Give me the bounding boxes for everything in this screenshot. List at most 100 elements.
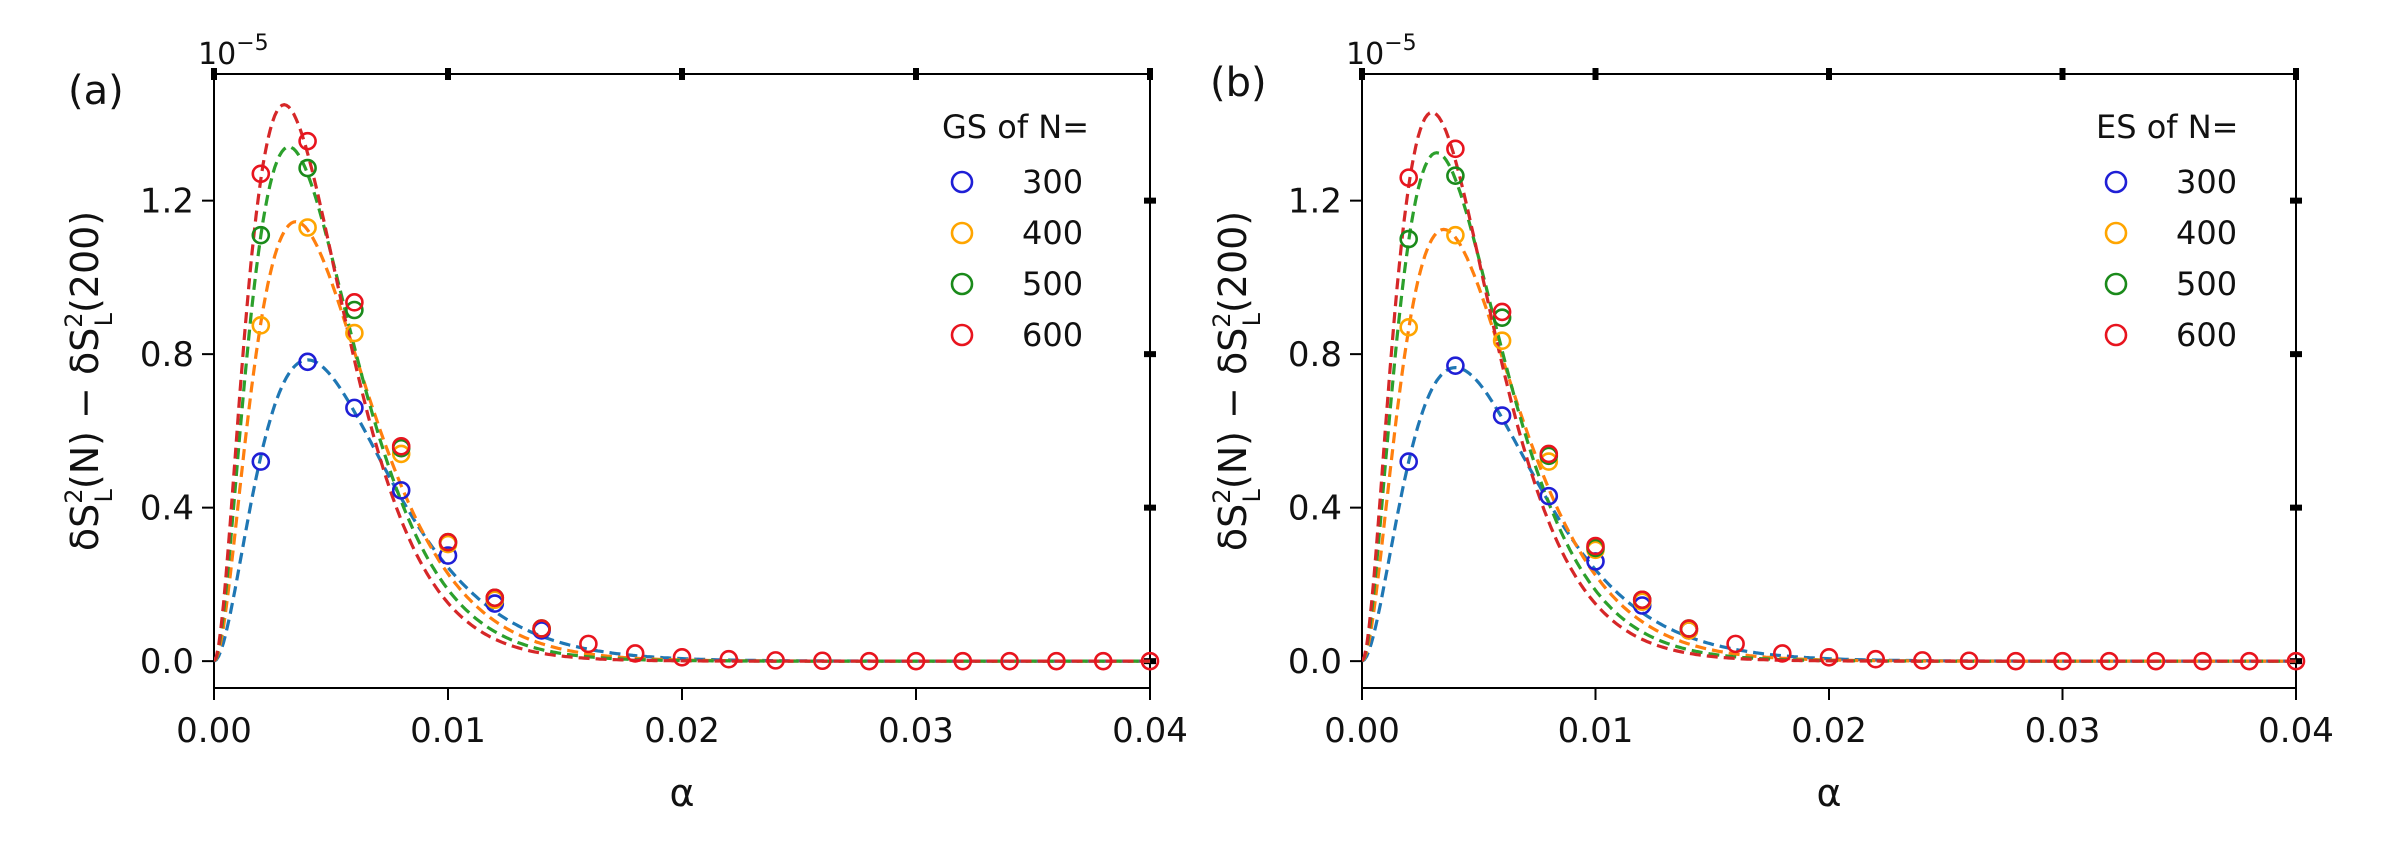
data-point-600: [391, 436, 411, 456]
data-point-500: [345, 300, 364, 320]
y-tick-label: 0.0: [1288, 642, 1342, 682]
data-point-600: [1632, 590, 1652, 610]
panel-label: (a): [68, 68, 124, 114]
x-tick-label: 0.01: [1558, 711, 1634, 751]
data-point-300: [251, 452, 271, 471]
data-point-600: [2006, 651, 2026, 671]
data-point-600: [438, 532, 458, 552]
data-point-600: [1679, 619, 1699, 638]
legend-label: 500: [2176, 265, 2237, 303]
data-point-600: [2240, 651, 2259, 671]
data-point-300: [438, 546, 458, 565]
x-tick-label: 0.04: [2258, 711, 2334, 751]
data-point-600: [719, 649, 739, 669]
y-tick-label: 0.4: [1288, 489, 1342, 529]
data-point-600: [2193, 651, 2212, 671]
data-point-400: [298, 218, 317, 237]
legend-label: 600: [1022, 316, 1083, 354]
legend-label: 600: [2176, 316, 2237, 354]
data-point-600: [2053, 651, 2072, 671]
data-point-600: [1586, 536, 1605, 556]
legend-title: GS of N=: [942, 108, 1089, 146]
fit-curve-400: [214, 220, 1150, 663]
x-tick-label: 0.03: [878, 711, 954, 751]
data-point-600: [1726, 634, 1745, 654]
y-tick-label: 1.2: [1288, 182, 1342, 222]
legend-label: 500: [1022, 265, 1083, 303]
data-point-600: [813, 651, 832, 671]
data-point-600: [1446, 139, 1465, 159]
data-point-600: [532, 619, 551, 638]
data-point-300: [391, 481, 411, 500]
legend-marker-500: [2104, 272, 2128, 296]
legend-title: ES of N=: [2096, 108, 2238, 146]
data-point-500: [298, 158, 317, 178]
data-point-600: [579, 634, 598, 654]
legend-marker-300: [950, 170, 974, 194]
y-tick-label: 0.0: [140, 642, 194, 682]
data-point-500: [251, 225, 271, 245]
data-point-600: [1093, 651, 1113, 671]
y-tick-label: 0.4: [140, 489, 194, 529]
data-point-400: [1399, 317, 1418, 337]
y-multiplier: 10−5: [198, 31, 269, 72]
data-point-400: [1539, 452, 1559, 471]
data-point-600: [672, 647, 692, 667]
data-point-500: [1399, 229, 1418, 249]
panel-label: (b): [1210, 60, 1267, 106]
data-point-600: [298, 131, 317, 151]
legend-label: 300: [2176, 163, 2237, 201]
data-point-400: [1492, 331, 1512, 351]
legend-label: 400: [2176, 214, 2237, 252]
data-point-500: [1492, 308, 1512, 327]
data-point-600: [1492, 302, 1512, 322]
plot-frame: [1361, 73, 2297, 689]
data-point-300: [1399, 452, 1418, 471]
x-tick-label: 0.00: [1324, 711, 1400, 751]
data-point-600: [1399, 168, 1418, 187]
data-point-600: [1140, 651, 1160, 671]
y-tick-label: 0.8: [1288, 335, 1342, 375]
legend-label: 400: [1022, 214, 1083, 252]
data-point-500: [1446, 166, 1465, 185]
data-point-600: [345, 293, 364, 312]
x-tick-label: 0.01: [410, 711, 486, 751]
data-point-600: [1866, 649, 1885, 669]
panel-b: 0.00 0.01 0.02 0.03 0.04 0.0 0.4 0.8 1.2 (b) 10−5 α…: [1208, 31, 2334, 815]
data-point-600: [1000, 651, 1019, 671]
legend-marker-500: [950, 272, 974, 296]
data-point-400: [1446, 225, 1465, 245]
fit-curve-300: [1362, 365, 2296, 663]
data-point-600: [485, 588, 505, 608]
legend-label: 300: [1022, 163, 1083, 201]
data-point-600: [251, 164, 271, 184]
x-tick-label: 0.02: [1791, 711, 1867, 751]
data-point-300: [1539, 486, 1559, 506]
data-point-600: [2099, 651, 2119, 671]
data-point-600: [2146, 651, 2166, 671]
y-multiplier: 10−5: [1346, 31, 1417, 72]
plot-frame: [213, 73, 1151, 689]
panel-a: 0.00 0.01 0.02 0.03 0.04 0.0 0.4 0.8 1.2 (a) 10−5 α…: [60, 31, 1188, 815]
x-tick-label: 0.04: [1112, 711, 1188, 751]
legend-marker-400: [2104, 221, 2128, 245]
fit-curve-600: [1362, 110, 2296, 663]
data-point-600: [1913, 651, 1932, 670]
data-point-300: [345, 398, 364, 418]
y-axis-label: δS2L(N) − δS2L(200): [60, 211, 118, 551]
fit-curve-600: [214, 103, 1150, 663]
data-point-600: [766, 651, 785, 670]
data-point-600: [2286, 651, 2306, 671]
data-point-400: [251, 316, 271, 335]
data-point-600: [1539, 444, 1559, 464]
data-point-300: [1446, 356, 1465, 375]
data-point-600: [906, 651, 926, 671]
data-point-600: [859, 651, 879, 671]
legend-marker-600: [950, 323, 974, 347]
x-tick-label: 0.00: [176, 711, 252, 751]
data-point-600: [953, 651, 973, 671]
legend-marker-600: [2104, 323, 2128, 347]
data-point-600: [1819, 647, 1839, 667]
data-point-600: [1959, 651, 1979, 671]
